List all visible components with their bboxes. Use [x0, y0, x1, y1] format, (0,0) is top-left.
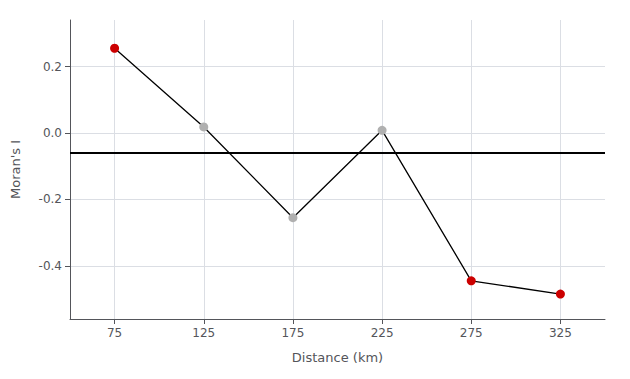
svg-text:Distance (km): Distance (km): [292, 350, 383, 365]
svg-text:325: 325: [549, 326, 572, 340]
svg-text:125: 125: [192, 326, 215, 340]
svg-text:-0.4: -0.4: [39, 259, 62, 273]
svg-text:0.2: 0.2: [43, 60, 62, 74]
svg-text:0.0: 0.0: [43, 126, 62, 140]
svg-text:Moran's I: Moran's I: [8, 140, 23, 199]
svg-text:75: 75: [107, 326, 122, 340]
svg-text:275: 275: [460, 326, 483, 340]
svg-text:-0.2: -0.2: [39, 192, 62, 206]
svg-text:225: 225: [371, 326, 394, 340]
svg-text:175: 175: [281, 326, 304, 340]
